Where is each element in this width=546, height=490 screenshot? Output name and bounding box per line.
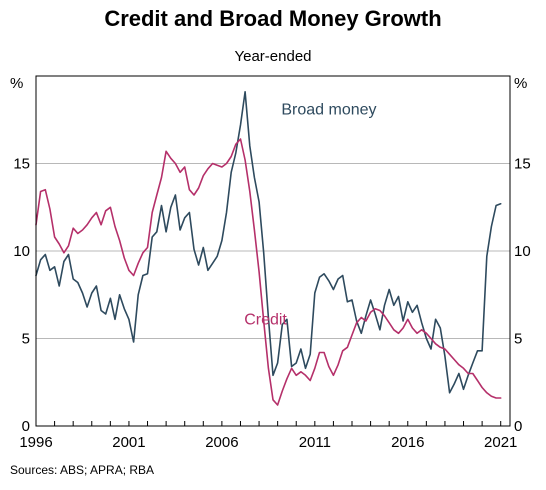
y-axis: 0 0 5 5 10 10 15 15%% bbox=[10, 75, 531, 435]
chart-source: Sources: ABS; APRA; RBA bbox=[10, 463, 155, 477]
y-tick-label-right: 15 bbox=[514, 156, 531, 173]
x-tick-label: 2016 bbox=[391, 434, 424, 451]
x-tick-label: 2021 bbox=[484, 434, 517, 451]
series-line-credit bbox=[35, 138, 502, 406]
series-lines bbox=[35, 91, 502, 406]
y-tick-label-left: 15 bbox=[13, 156, 30, 173]
x-axis: 1996 2001 2006 2011 2016 2021 bbox=[19, 421, 517, 451]
chart-subtitle: Year-ended bbox=[234, 48, 312, 65]
y-tick-label-right: 5 bbox=[514, 331, 522, 348]
y-tick-label-left: 0 bbox=[22, 418, 30, 435]
y-tick-label-left: 5 bbox=[22, 331, 30, 348]
series-labels: Broad money Credit bbox=[244, 102, 376, 329]
chart-title: Credit and Broad Money Growth bbox=[104, 6, 442, 31]
series-line-broad-money bbox=[35, 91, 502, 394]
series-label: Credit bbox=[244, 312, 287, 329]
y-tick-label-left: 10 bbox=[13, 243, 30, 260]
series-label: Broad money bbox=[281, 102, 376, 119]
x-tick-label: 1996 bbox=[19, 434, 52, 451]
x-tick-label: 2011 bbox=[299, 434, 331, 451]
y-unit-right: % bbox=[514, 75, 527, 92]
y-tick-label-right: 0 bbox=[514, 418, 522, 435]
x-tick-label: 2001 bbox=[112, 434, 145, 451]
y-unit-left: % bbox=[10, 75, 23, 92]
y-tick-label-right: 10 bbox=[514, 243, 531, 260]
plot-frame bbox=[35, 75, 511, 427]
x-tick-label: 2006 bbox=[205, 434, 238, 451]
